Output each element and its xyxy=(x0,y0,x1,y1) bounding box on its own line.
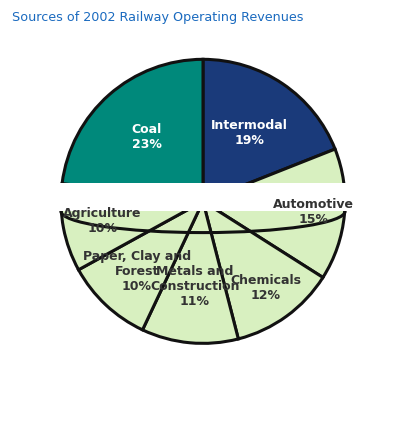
Ellipse shape xyxy=(61,184,344,233)
Ellipse shape xyxy=(61,181,344,230)
Ellipse shape xyxy=(61,188,344,238)
Wedge shape xyxy=(61,184,202,270)
Text: Coal
23%: Coal 23% xyxy=(131,123,161,152)
Ellipse shape xyxy=(61,183,344,232)
Ellipse shape xyxy=(61,178,344,228)
FancyBboxPatch shape xyxy=(54,183,351,211)
Ellipse shape xyxy=(61,188,344,238)
Wedge shape xyxy=(202,201,322,339)
Ellipse shape xyxy=(61,186,344,236)
Text: Automotive
15%: Automotive 15% xyxy=(272,198,353,226)
Ellipse shape xyxy=(61,184,344,234)
Ellipse shape xyxy=(61,189,344,239)
Wedge shape xyxy=(62,59,202,201)
Wedge shape xyxy=(78,201,202,330)
Ellipse shape xyxy=(61,187,344,237)
Ellipse shape xyxy=(61,179,344,228)
Text: Agriculture
10%: Agriculture 10% xyxy=(63,207,141,235)
Wedge shape xyxy=(142,201,238,343)
Ellipse shape xyxy=(61,180,344,230)
Ellipse shape xyxy=(61,187,344,236)
Text: Chemicals
12%: Chemicals 12% xyxy=(230,274,301,302)
Text: Sources of 2002 Railway Operating Revenues: Sources of 2002 Railway Operating Revenu… xyxy=(12,11,303,24)
Ellipse shape xyxy=(61,182,344,232)
Ellipse shape xyxy=(61,179,344,229)
Ellipse shape xyxy=(61,177,344,227)
Text: Metals and
Construction
11%: Metals and Construction 11% xyxy=(150,265,239,308)
Wedge shape xyxy=(202,149,344,277)
Text: Paper, Clay and
Forest
10%: Paper, Clay and Forest 10% xyxy=(83,250,190,293)
Text: Intermodal
19%: Intermodal 19% xyxy=(210,119,287,147)
Ellipse shape xyxy=(61,185,344,235)
Wedge shape xyxy=(202,59,334,201)
Ellipse shape xyxy=(61,181,344,231)
